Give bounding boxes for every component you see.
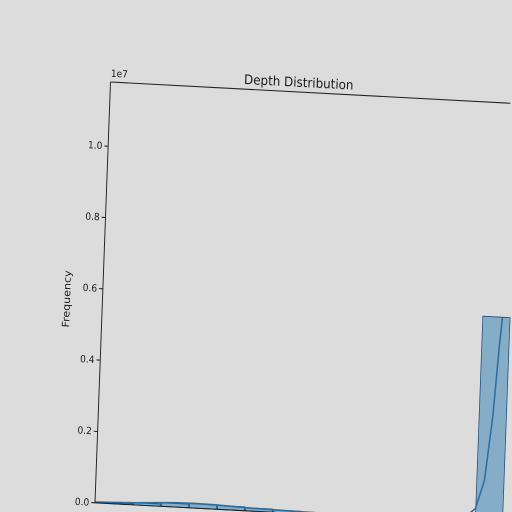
y-axis-label: Frequency xyxy=(60,270,73,328)
y-tick-label: 0.2 xyxy=(77,425,92,437)
y-tick-label: 0.8 xyxy=(85,211,100,223)
chart-title: Depth Distribution xyxy=(244,71,354,93)
y-scale-factor-label: 1e7 xyxy=(111,68,128,80)
plot-background xyxy=(94,82,511,512)
y-tick-label: 0.4 xyxy=(80,354,95,366)
y-ticks: 0.0 0.2 0.4 0.6 0.8 1.0 xyxy=(75,140,109,509)
x-axis-spine xyxy=(94,502,495,512)
kde-curve xyxy=(95,317,504,512)
top-spine xyxy=(110,81,511,104)
y-tick-label: 1.0 xyxy=(88,140,103,152)
y-tick-label: 0.0 xyxy=(75,497,90,509)
y-axis-spine xyxy=(94,81,111,503)
plot-area: 0.0 0.2 0.4 0.6 0.8 1.0 1e7 Depth Distributio… xyxy=(60,68,511,512)
y-tick-label: 0.6 xyxy=(83,283,98,295)
